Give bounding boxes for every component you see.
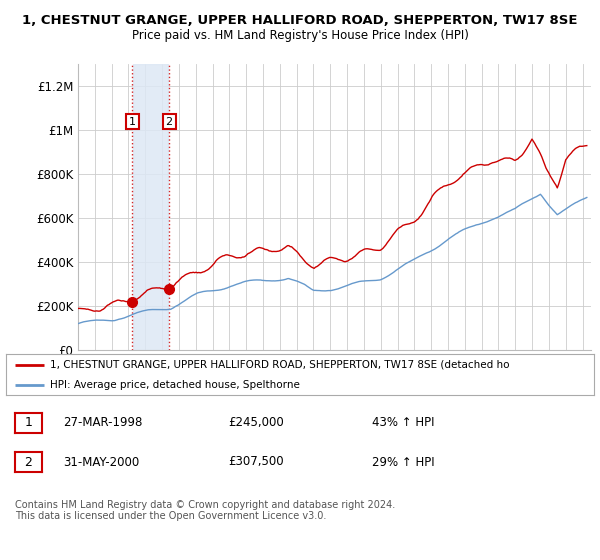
Text: 31-MAY-2000: 31-MAY-2000 [63,455,139,469]
Text: £245,000: £245,000 [228,416,284,430]
Text: Contains HM Land Registry data © Crown copyright and database right 2024.
This d: Contains HM Land Registry data © Crown c… [15,500,395,521]
Text: 29% ↑ HPI: 29% ↑ HPI [372,455,434,469]
Text: HPI: Average price, detached house, Spelthorne: HPI: Average price, detached house, Spel… [50,380,300,390]
Text: 2: 2 [166,116,173,127]
Text: 2: 2 [25,455,32,469]
Text: 1: 1 [129,116,136,127]
Text: 1, CHESTNUT GRANGE, UPPER HALLIFORD ROAD, SHEPPERTON, TW17 8SE (detached ho: 1, CHESTNUT GRANGE, UPPER HALLIFORD ROAD… [50,360,509,370]
Text: £307,500: £307,500 [228,455,284,469]
Text: 1: 1 [25,416,32,430]
Text: 1, CHESTNUT GRANGE, UPPER HALLIFORD ROAD, SHEPPERTON, TW17 8SE: 1, CHESTNUT GRANGE, UPPER HALLIFORD ROAD… [22,14,578,27]
Text: 43% ↑ HPI: 43% ↑ HPI [372,416,434,430]
Text: Price paid vs. HM Land Registry's House Price Index (HPI): Price paid vs. HM Land Registry's House … [131,29,469,42]
Text: 27-MAR-1998: 27-MAR-1998 [63,416,142,430]
